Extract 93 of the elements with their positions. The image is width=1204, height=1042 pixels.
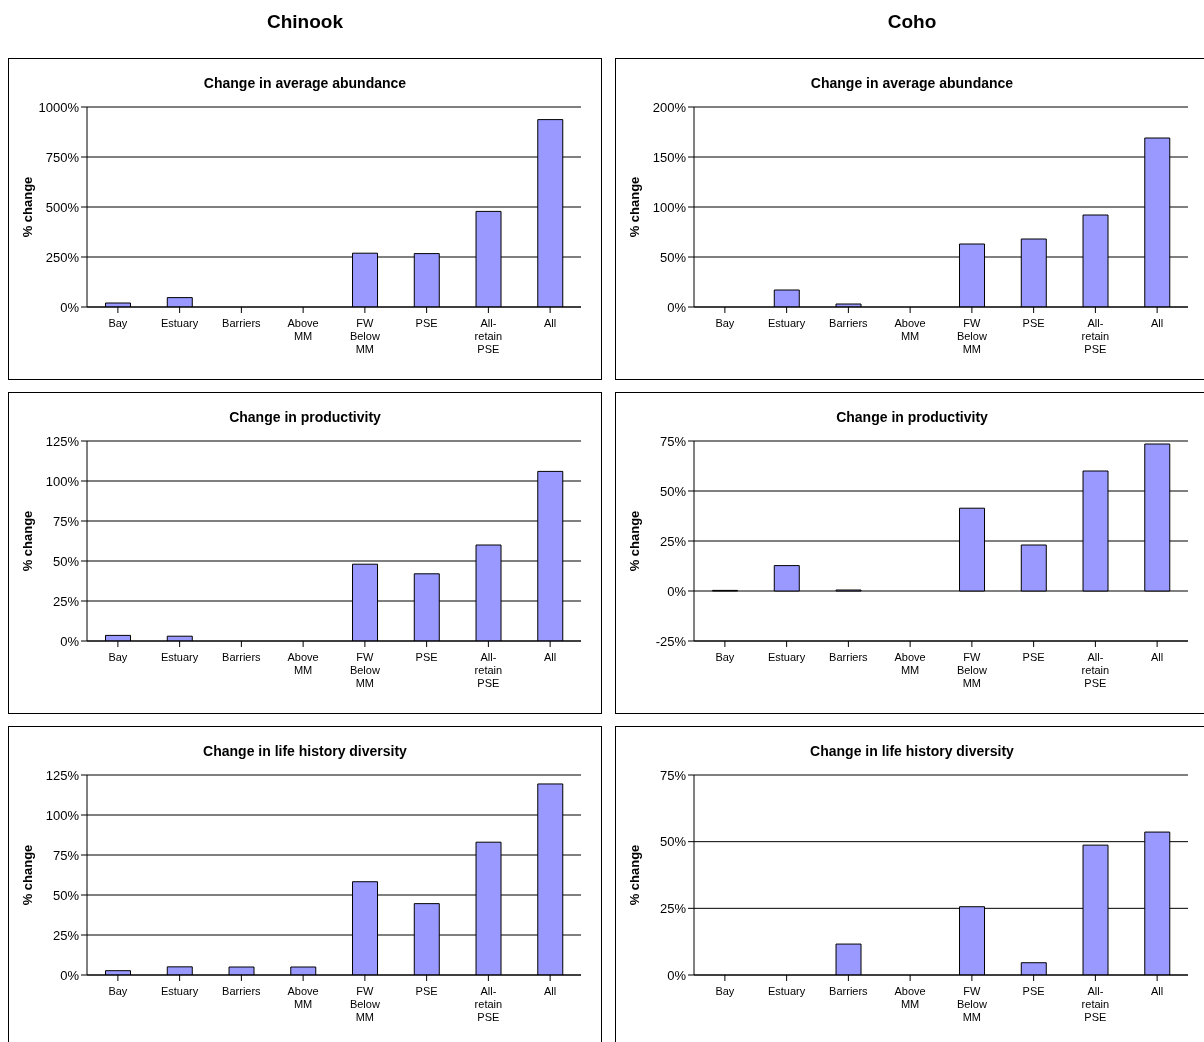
x-tick-label: Estuary xyxy=(767,985,806,997)
y-axis-title: % change xyxy=(19,844,35,906)
x-tick-label: Bay xyxy=(715,651,735,663)
y-tick-label: 0% xyxy=(60,633,80,649)
x-tick-label: All-retain PSE xyxy=(1081,985,1110,1023)
x-tick-label: Above MM xyxy=(894,651,926,676)
y-tick-label: 75% xyxy=(659,433,687,449)
x-tick-label: All-retain PSE xyxy=(1081,651,1110,689)
chart-title: Change in average abundance xyxy=(202,75,408,91)
chart-title: Change in productivity xyxy=(835,409,989,425)
x-tick-label: FW Below MM xyxy=(956,985,987,1023)
x-tick-label: Estuary xyxy=(160,651,199,663)
x-tick-label: All xyxy=(1151,317,1164,329)
text: Coho xyxy=(886,11,938,33)
x-tick-label: Estuary xyxy=(160,985,199,997)
y-tick-label: 50% xyxy=(659,249,687,265)
x-tick-label: FW Below MM xyxy=(349,985,380,1023)
x-tick-label: All-retain PSE xyxy=(474,985,503,1023)
x-tick-label: Bay xyxy=(108,985,128,997)
y-tick-label: 1000% xyxy=(38,99,80,115)
x-tick-label: All-retain PSE xyxy=(474,651,503,689)
y-tick-label: 0% xyxy=(667,299,687,315)
chart-title: Change in life history diversity xyxy=(202,743,408,759)
y-tick-label: 125% xyxy=(45,767,80,783)
x-tick-label: Above MM xyxy=(894,317,926,342)
x-tick-label: Bay xyxy=(715,985,735,997)
x-tick-label: FW Below MM xyxy=(956,651,987,689)
x-tick-label: All xyxy=(544,317,557,329)
x-tick-label: All xyxy=(544,651,557,663)
x-tick-label: Estuary xyxy=(767,651,806,663)
y-tick-label: 100% xyxy=(45,807,80,823)
x-tick-label: PSE xyxy=(1022,985,1045,997)
x-tick-label: All xyxy=(1151,651,1164,663)
x-tick-label: Above MM xyxy=(287,651,319,676)
x-tick-label: Bay xyxy=(715,317,735,329)
y-tick-label: 50% xyxy=(659,834,687,850)
x-tick-label: PSE xyxy=(1022,317,1045,329)
x-tick-label: Estuary xyxy=(767,317,806,329)
x-tick-label: Above MM xyxy=(894,985,926,1010)
y-tick-label: 125% xyxy=(45,433,80,449)
x-tick-label: Bay xyxy=(108,317,128,329)
x-tick-label: All xyxy=(544,985,557,997)
y-tick-label: 25% xyxy=(52,927,80,943)
y-tick-label: 0% xyxy=(667,967,687,983)
x-tick-label: PSE xyxy=(1022,651,1045,663)
y-tick-label: 500% xyxy=(45,199,80,215)
x-tick-label: FW Below MM xyxy=(349,651,380,689)
x-tick-label: Above MM xyxy=(287,317,319,342)
x-tick-label: PSE xyxy=(415,985,438,997)
y-tick-label: 75% xyxy=(659,767,687,783)
x-tick-label: All-retain PSE xyxy=(474,317,503,355)
x-tick-label: Estuary xyxy=(160,317,199,329)
y-tick-label: 250% xyxy=(45,249,80,265)
y-tick-label: -25% xyxy=(655,633,687,649)
x-tick-label: Barriers xyxy=(829,317,869,329)
y-tick-label: 25% xyxy=(659,533,687,549)
x-tick-label: Barriers xyxy=(829,651,869,663)
x-tick-label: All-retain PSE xyxy=(1081,317,1110,355)
y-tick-label: 75% xyxy=(52,513,80,529)
x-tick-label: FW Below MM xyxy=(956,317,987,355)
y-axis-title: % change xyxy=(626,176,642,238)
x-tick-label: Above MM xyxy=(287,985,319,1010)
x-tick-label: FW Below MM xyxy=(349,317,380,355)
text: Chinook xyxy=(266,11,344,33)
y-tick-label: 25% xyxy=(52,593,80,609)
y-tick-label: 0% xyxy=(60,299,80,315)
y-tick-label: 750% xyxy=(45,149,80,165)
x-tick-label: Bay xyxy=(108,651,128,663)
x-tick-label: PSE xyxy=(415,651,438,663)
chart-title: Change in life history diversity xyxy=(809,743,1015,759)
chart-title: Change in productivity xyxy=(228,409,382,425)
x-tick-label: All xyxy=(1151,985,1164,997)
y-tick-label: 75% xyxy=(52,847,80,863)
y-tick-label: 200% xyxy=(652,99,687,115)
y-tick-label: 150% xyxy=(652,149,687,165)
x-tick-label: Barriers xyxy=(829,985,869,997)
y-tick-label: 0% xyxy=(667,583,687,599)
y-tick-label: 100% xyxy=(652,199,687,215)
y-tick-label: 0% xyxy=(60,967,80,983)
y-tick-label: 50% xyxy=(52,887,80,903)
y-tick-label: 50% xyxy=(52,553,80,569)
x-tick-label: Barriers xyxy=(222,985,262,997)
y-tick-label: 25% xyxy=(659,900,687,916)
y-axis-title: % change xyxy=(626,844,642,906)
x-tick-label: PSE xyxy=(415,317,438,329)
y-tick-label: 50% xyxy=(659,483,687,499)
x-tick-label: Barriers xyxy=(222,651,262,663)
y-axis-title: % change xyxy=(626,510,642,572)
chart-title: Change in average abundance xyxy=(809,75,1015,91)
y-tick-label: 100% xyxy=(45,473,80,489)
y-axis-title: % change xyxy=(19,176,35,238)
x-tick-label: Barriers xyxy=(222,317,262,329)
y-axis-title: % change xyxy=(19,510,35,572)
